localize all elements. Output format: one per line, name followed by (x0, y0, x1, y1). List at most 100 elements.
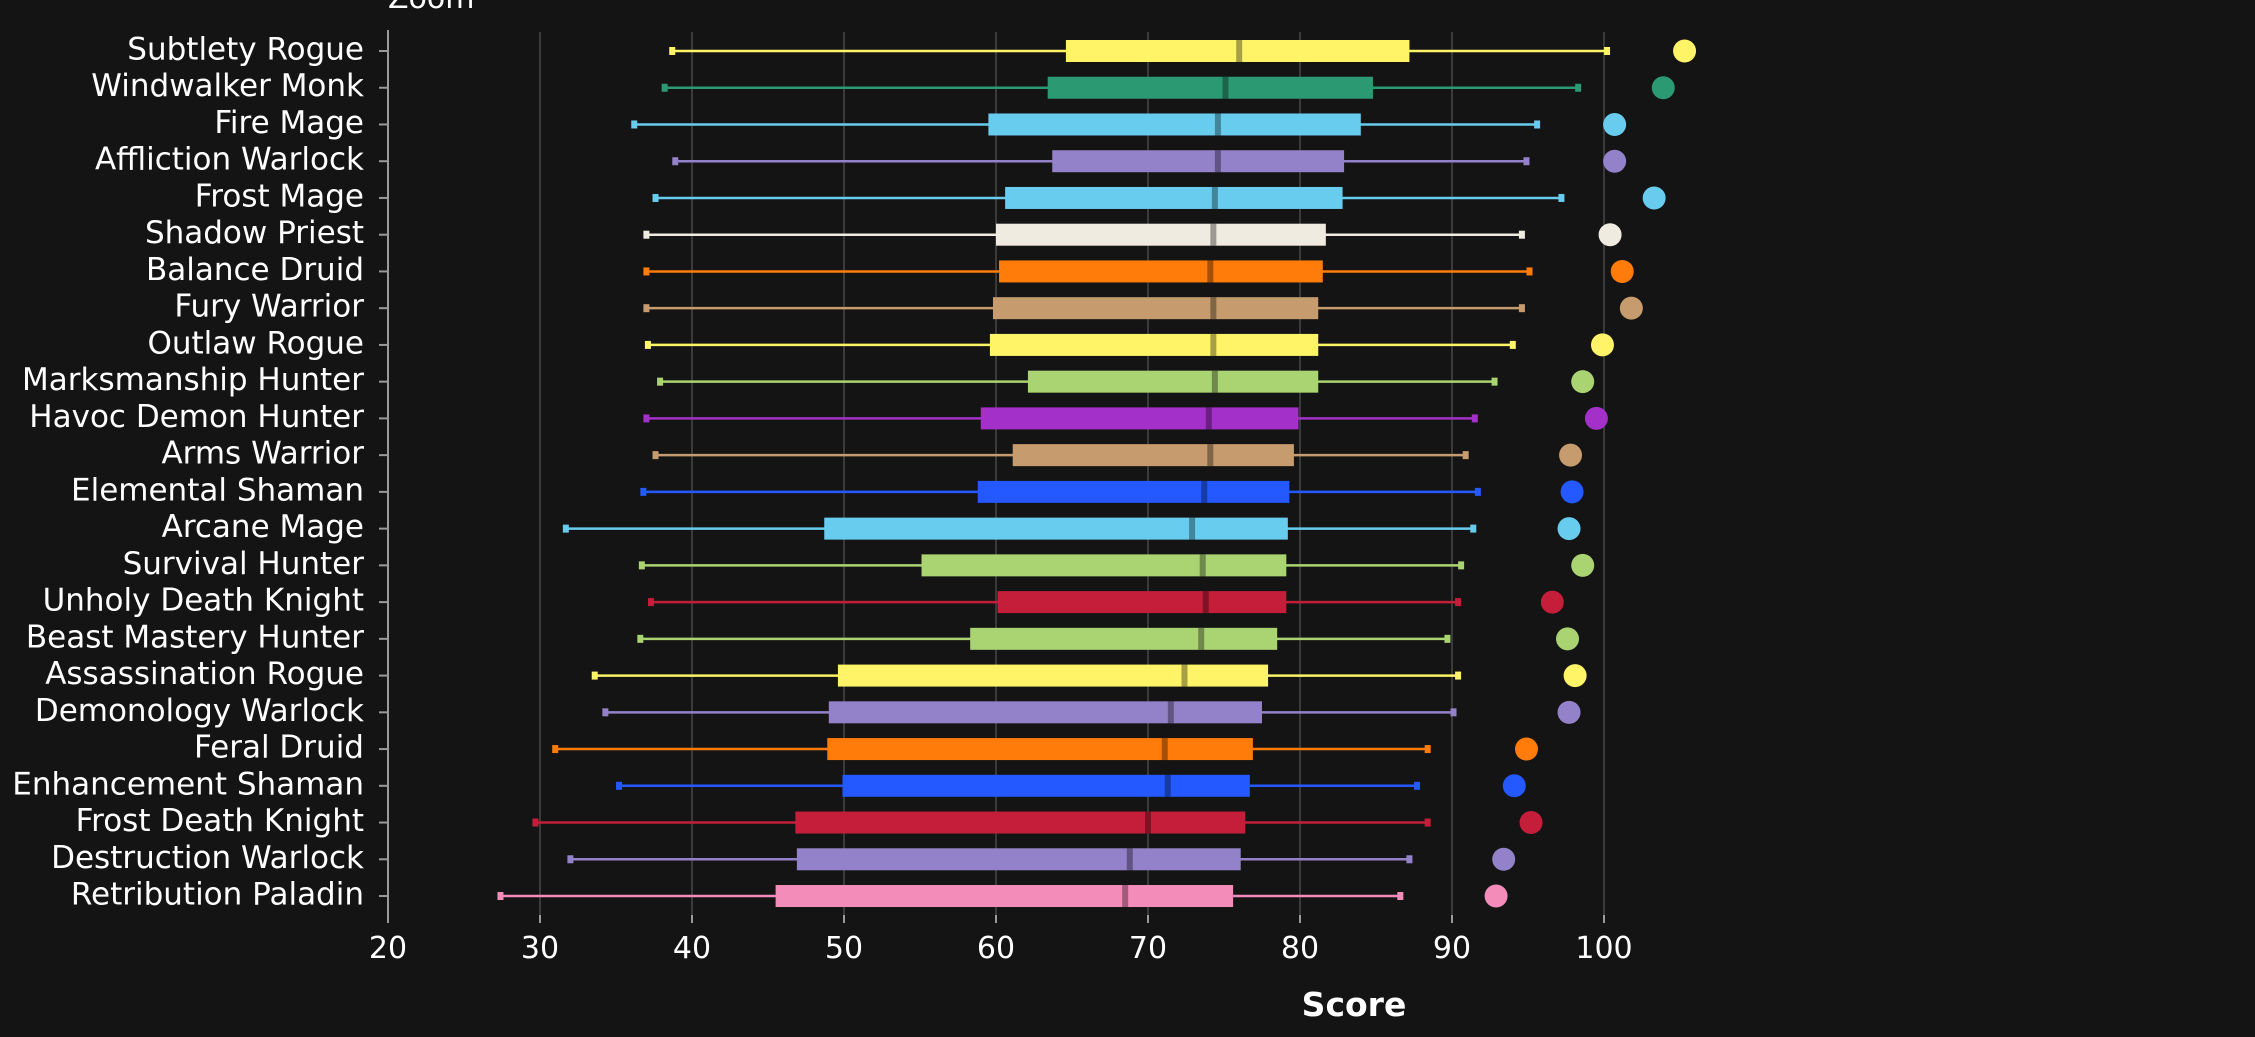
whisker-cap-max (1462, 451, 1469, 460)
max-dot (1619, 296, 1643, 320)
max-dot (1571, 553, 1595, 577)
max-dot (1556, 627, 1580, 651)
x-tick-label: 40 (673, 931, 711, 966)
iqr-box (921, 554, 1287, 577)
max-dot (1584, 406, 1608, 430)
iqr-box (980, 407, 1299, 430)
median-mark (1210, 333, 1217, 356)
whisker-cap-max (1455, 671, 1462, 680)
category-label: Arcane Mage (162, 509, 364, 545)
median-mark (1222, 76, 1229, 99)
median-mark (1189, 517, 1196, 540)
category-label: Beast Mastery Hunter (26, 619, 364, 655)
box-windwalker-monk (661, 76, 1582, 99)
x-tick-label: 30 (521, 931, 559, 966)
box-affliction-warlock (672, 150, 1530, 173)
iqr-box (1047, 76, 1373, 99)
max-dot (1540, 590, 1564, 614)
median-mark (1161, 738, 1168, 761)
whisker-cap-max (1455, 598, 1462, 607)
x-tick-label: 100 (1575, 931, 1632, 966)
iqr-box (970, 627, 1278, 650)
max-dot (1598, 223, 1622, 247)
whisker-cap-max (1444, 634, 1451, 643)
median-mark (1167, 701, 1174, 724)
box-destruction-warlock (567, 848, 1413, 871)
whisker-cap-min (497, 892, 504, 901)
box-unholy-death-knight (647, 591, 1462, 614)
whisker-cap-min (669, 47, 676, 55)
median-mark (1145, 811, 1151, 834)
iqr-box (827, 738, 1253, 761)
category-label: Frost Death Knight (76, 803, 364, 839)
box-enhancement-shaman (616, 774, 1421, 797)
box-outlaw-rogue (644, 333, 1516, 356)
iqr-box (989, 333, 1319, 356)
category-label: Fury Warrior (174, 289, 364, 325)
iqr-box (1012, 444, 1294, 467)
whisker-cap-max (1458, 561, 1465, 570)
whisker-cap-min (657, 377, 664, 386)
whisker-cap-max (1518, 304, 1525, 313)
category-label: Survival Hunter (123, 546, 365, 582)
whisker-cap-min (637, 634, 644, 643)
category-label: Fire Mage (214, 105, 364, 141)
box-balance-druid (643, 260, 1533, 283)
whisker-cap-max (1604, 47, 1611, 55)
max-dot (1559, 443, 1583, 467)
median-mark (1126, 848, 1133, 871)
whisker-cap-min (652, 193, 659, 202)
whisker-cap-max (1471, 414, 1478, 423)
median-mark (1207, 260, 1214, 283)
whisker-cap-max (1414, 781, 1421, 790)
box-retribution-paladin (497, 885, 1404, 908)
box-survival-hunter (638, 554, 1465, 577)
median-mark (1202, 591, 1209, 614)
max-dot (1642, 186, 1666, 210)
whisker-cap-min (567, 855, 574, 864)
whisker-cap-min (562, 524, 569, 533)
median-mark (1214, 150, 1221, 173)
whisker-cap-min (644, 340, 651, 349)
box-shadow-priest (643, 223, 1525, 246)
median-mark (1205, 407, 1212, 430)
whisker-cap-min (616, 781, 623, 790)
whisker-cap-min (591, 671, 598, 680)
x-tick-label: 20 (369, 931, 407, 966)
box-fire-mage (631, 113, 1541, 136)
whisker-cap-min (552, 745, 559, 754)
x-tick-label: 50 (825, 931, 863, 966)
median-mark (1122, 885, 1129, 908)
max-dot (1590, 333, 1614, 357)
box-arcane-mage (562, 517, 1477, 540)
box-subtlety-rogue (669, 40, 1611, 62)
max-dot (1651, 76, 1675, 100)
median-mark (1199, 554, 1206, 577)
median-mark (1164, 774, 1171, 797)
whisker-cap-max (1406, 855, 1413, 864)
x-tick-label: 70 (1129, 931, 1167, 966)
category-label: Retribution Paladin (71, 877, 364, 913)
median-mark (1236, 40, 1243, 62)
whisker-cap-max (1470, 524, 1477, 533)
whisker-cap-min (661, 83, 668, 92)
iqr-box (977, 480, 1290, 503)
box-frost-mage (652, 186, 1565, 209)
box-demonology-warlock (602, 701, 1457, 724)
iqr-box (1052, 150, 1345, 173)
median-mark (1210, 223, 1217, 246)
iqr-box (775, 885, 1234, 908)
whisker-cap-min (631, 120, 638, 129)
iqr-box (1065, 40, 1410, 62)
median-mark (1201, 480, 1208, 503)
max-dot (1603, 112, 1627, 136)
whisker-cap-max (1558, 193, 1565, 202)
whisker-cap-max (1424, 745, 1431, 754)
max-dot (1560, 480, 1584, 504)
max-dot (1492, 847, 1516, 871)
median-mark (1207, 444, 1214, 467)
category-label: Havoc Demon Hunter (29, 399, 364, 435)
category-label: Demonology Warlock (35, 693, 364, 729)
max-dot (1603, 149, 1627, 173)
